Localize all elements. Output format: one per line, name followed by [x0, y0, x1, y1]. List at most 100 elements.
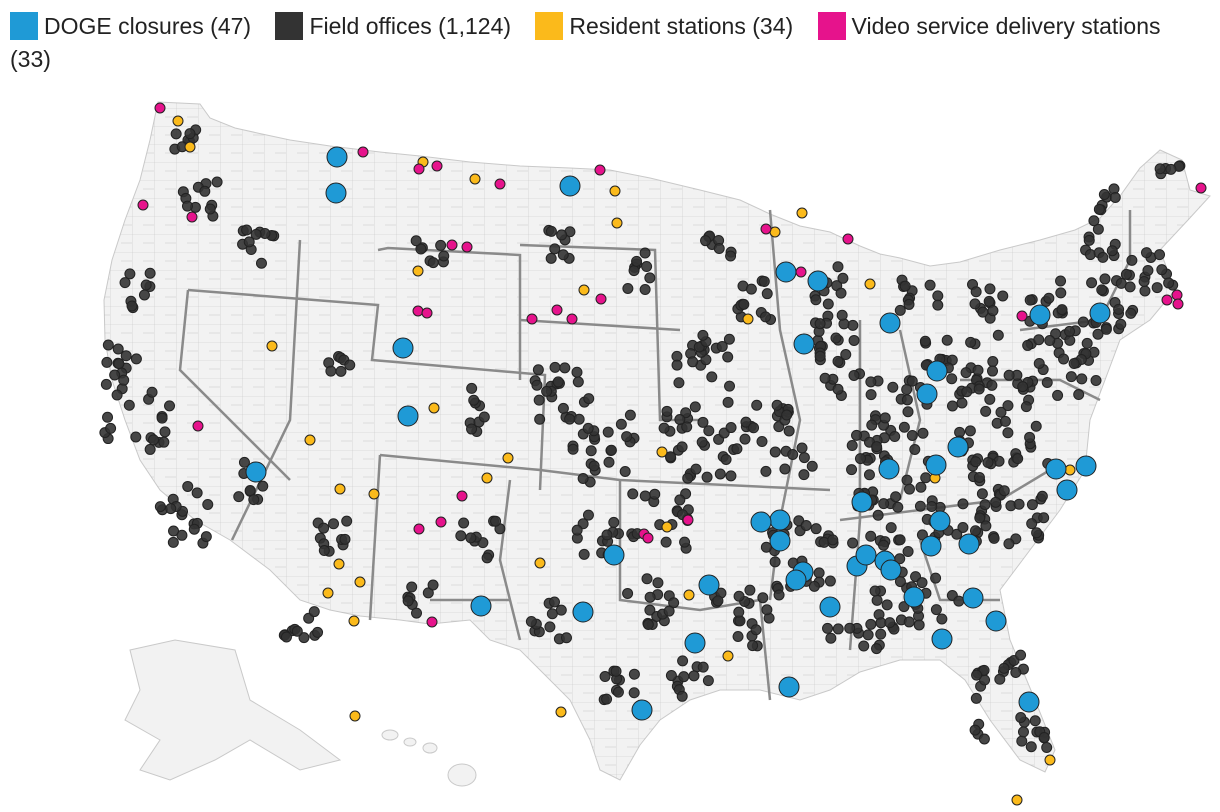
- doge-closure-marker: [1018, 691, 1040, 713]
- field-office-marker: [976, 488, 988, 500]
- field-office-marker: [1156, 264, 1168, 276]
- field-office-marker: [878, 498, 890, 510]
- field-office-marker: [344, 359, 356, 371]
- doge-closure-marker: [903, 586, 925, 608]
- field-office-marker: [825, 632, 837, 644]
- field-office-marker: [572, 376, 584, 388]
- field-office-marker: [167, 536, 179, 548]
- field-office-marker: [974, 512, 986, 524]
- field-office-marker: [533, 394, 545, 406]
- field-office-marker: [1016, 735, 1028, 747]
- field-office-marker: [822, 622, 834, 634]
- field-office-marker: [899, 280, 911, 292]
- field-office-marker: [525, 616, 537, 628]
- doge-closure-marker: [631, 699, 653, 721]
- field-office-marker: [941, 334, 953, 346]
- field-office-marker: [1125, 307, 1137, 319]
- field-office-marker: [688, 670, 700, 682]
- field-office-marker: [556, 229, 568, 241]
- doge-closure-marker: [698, 574, 720, 596]
- field-office-marker: [112, 343, 124, 355]
- field-office-marker: [552, 376, 564, 388]
- field-office-marker: [602, 426, 614, 438]
- field-office-marker: [901, 394, 913, 406]
- doge-closure-marker: [470, 595, 492, 617]
- field-office-marker: [621, 431, 633, 443]
- doge-closure-marker: [879, 312, 901, 334]
- field-office-marker: [291, 625, 303, 637]
- field-office-marker: [1017, 381, 1029, 393]
- field-office-marker: [280, 631, 292, 643]
- legend-item-field-offices: Field offices (1,124): [275, 12, 511, 40]
- video-station-marker: [413, 523, 425, 535]
- field-office-marker: [798, 452, 810, 464]
- field-office-marker: [1033, 357, 1045, 369]
- field-office-marker: [732, 630, 744, 642]
- field-office-marker: [783, 425, 795, 437]
- doge-closure-marker: [245, 461, 267, 483]
- doge-closure-marker: [958, 533, 980, 555]
- field-office-marker: [1106, 245, 1118, 257]
- field-office-marker: [1086, 277, 1098, 289]
- field-office-marker: [102, 411, 114, 423]
- field-office-marker: [202, 498, 214, 510]
- doge-closure-marker: [603, 544, 625, 566]
- field-office-marker: [990, 496, 1002, 508]
- field-office-marker: [605, 444, 617, 456]
- field-office-marker: [902, 406, 914, 418]
- field-office-marker: [936, 613, 948, 625]
- video-station-marker: [192, 420, 204, 432]
- doge-closure-marker: [769, 509, 791, 531]
- resident-station-marker: [1044, 754, 1056, 766]
- field-office-marker: [1165, 163, 1177, 175]
- field-office-marker: [871, 594, 883, 606]
- doge-closure-marker: [572, 601, 594, 623]
- field-office-marker: [534, 413, 546, 425]
- field-office-marker: [1038, 512, 1050, 524]
- resident-station-marker: [184, 141, 196, 153]
- video-station-marker: [551, 304, 563, 316]
- field-office-marker: [318, 522, 330, 534]
- field-office-marker: [548, 596, 560, 608]
- field-office-marker: [124, 268, 136, 280]
- field-office-marker: [130, 431, 142, 443]
- field-office-marker: [1041, 741, 1053, 753]
- field-office-marker: [567, 443, 579, 455]
- field-office-marker: [1055, 275, 1067, 287]
- field-office-marker: [862, 629, 874, 641]
- field-office-marker: [982, 456, 994, 468]
- video-station-marker: [526, 313, 538, 325]
- field-office-marker: [1029, 715, 1041, 727]
- legend-label-resident: Resident stations (34): [569, 13, 794, 39]
- field-office-marker: [724, 380, 736, 392]
- field-office-marker: [181, 200, 193, 212]
- field-office-marker: [1055, 287, 1067, 299]
- video-station-marker: [431, 160, 443, 172]
- field-office-marker: [1151, 282, 1163, 294]
- field-office-marker: [906, 429, 918, 441]
- field-office-marker: [1073, 389, 1085, 401]
- field-office-marker: [848, 369, 860, 381]
- field-office-marker: [725, 470, 737, 482]
- field-office-marker: [733, 606, 745, 618]
- field-office-marker: [455, 530, 467, 542]
- field-office-marker: [712, 595, 724, 607]
- field-office-marker: [622, 587, 634, 599]
- field-office-marker: [977, 306, 989, 318]
- field-office-marker: [560, 632, 572, 644]
- field-office-marker: [687, 356, 699, 368]
- field-office-marker: [1124, 281, 1136, 293]
- field-office-marker: [903, 483, 915, 495]
- field-office-marker: [796, 442, 808, 454]
- doge-closure-marker: [929, 510, 951, 532]
- field-office-marker: [113, 358, 125, 370]
- field-office-marker: [722, 396, 734, 408]
- field-office-marker: [144, 443, 156, 455]
- video-station-marker: [154, 102, 166, 114]
- doge-closure-marker: [920, 535, 942, 557]
- field-office-marker: [308, 606, 320, 618]
- field-office-marker: [881, 599, 893, 611]
- field-office-marker: [956, 397, 968, 409]
- field-office-marker: [1017, 726, 1029, 738]
- field-office-marker: [168, 525, 180, 537]
